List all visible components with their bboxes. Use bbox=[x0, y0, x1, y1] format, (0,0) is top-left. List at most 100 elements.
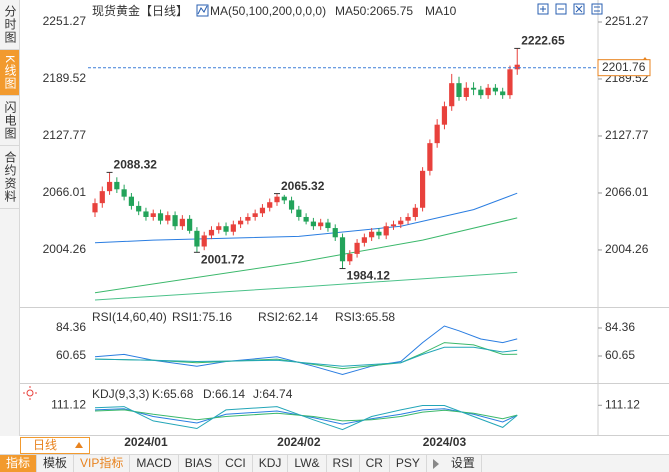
y-tick-label-right: 2004.26 bbox=[605, 242, 649, 256]
candle-body bbox=[361, 237, 367, 243]
candle-body bbox=[201, 235, 207, 247]
y-tick-label: 84.36 bbox=[56, 320, 86, 334]
toolbar-item[interactable]: 设置 bbox=[445, 455, 482, 472]
candle-body bbox=[456, 83, 462, 97]
y-tick-label: 60.65 bbox=[56, 348, 86, 362]
toolbar-item[interactable]: BIAS bbox=[179, 455, 220, 472]
candle-body bbox=[405, 216, 411, 221]
candle-body bbox=[92, 203, 98, 213]
toolbar-item[interactable]: CR bbox=[360, 455, 390, 472]
toolbar-item[interactable]: RSI bbox=[327, 455, 360, 472]
side-tab[interactable]: 合约资料 bbox=[0, 146, 19, 210]
legend-entry: MA10 bbox=[425, 4, 457, 18]
side-tabs: 分时图 K线图 闪电图 合约资料 bbox=[0, 0, 20, 436]
candle-body bbox=[449, 83, 455, 107]
indicator-line bbox=[94, 217, 518, 294]
toolbar-item[interactable]: 指标 bbox=[0, 455, 38, 472]
y-tick-label: 2127.77 bbox=[43, 128, 87, 142]
candle-body bbox=[230, 224, 236, 232]
high-label: 2222.65 bbox=[521, 34, 565, 48]
candle-body bbox=[500, 91, 506, 96]
close-button[interactable] bbox=[573, 3, 585, 15]
toolbar-item[interactable]: PSY bbox=[390, 455, 427, 472]
side-tab[interactable]: 分时图 bbox=[0, 0, 19, 50]
candle-body bbox=[303, 216, 309, 222]
indicator-icon-glyph bbox=[197, 5, 208, 15]
toolbar-item[interactable]: 模板 bbox=[37, 455, 75, 472]
panel-title: KDJ(9,3,3) bbox=[92, 387, 149, 401]
candle-body bbox=[339, 237, 346, 262]
candle-body bbox=[128, 196, 134, 206]
low-label: 2001.72 bbox=[201, 252, 245, 266]
candle-body bbox=[216, 226, 222, 230]
remove-button[interactable] bbox=[555, 3, 567, 15]
candle-body bbox=[390, 224, 397, 227]
period-button[interactable]: 日线 bbox=[20, 437, 90, 454]
candle-body bbox=[238, 220, 244, 225]
candle-body bbox=[121, 189, 127, 197]
indicator-line bbox=[94, 271, 518, 301]
indicator-line bbox=[94, 405, 518, 431]
candle-body bbox=[208, 229, 215, 236]
indicator-label: MA(50,100,200,0,0,0) bbox=[210, 4, 326, 18]
candle-body bbox=[376, 231, 382, 236]
add-button[interactable] bbox=[537, 3, 549, 15]
candle-body bbox=[245, 216, 251, 221]
candle-body bbox=[143, 211, 149, 217]
candle-body bbox=[318, 222, 324, 227]
chart: 现货黄金【日线】 MA(50,100,200,0,0,0) 2004.26 2004.… bbox=[20, 0, 669, 449]
y-tick-label-right: 111.12 bbox=[605, 397, 640, 411]
toolbar-item[interactable]: CCI bbox=[219, 455, 253, 472]
settings-button[interactable] bbox=[591, 3, 603, 15]
indicator-line bbox=[94, 346, 518, 367]
indicator-line bbox=[94, 409, 518, 422]
x-tick-label: 2024/03 bbox=[423, 435, 467, 449]
candle-body bbox=[194, 230, 200, 247]
x-tick-label: 2024/01 bbox=[124, 435, 168, 449]
candle-body bbox=[470, 87, 477, 90]
kdj-icon[interactable] bbox=[23, 386, 37, 400]
legend-entry: RSI3:65.58 bbox=[335, 310, 395, 324]
candle-body bbox=[383, 226, 389, 236]
last-price-box bbox=[597, 59, 651, 77]
candle-body bbox=[310, 221, 316, 227]
indicator-line bbox=[94, 192, 518, 244]
legend-entry: D:66.14 bbox=[203, 387, 245, 401]
legend-entry: RSI1:75.16 bbox=[172, 310, 232, 324]
high-label: 2088.32 bbox=[114, 158, 158, 172]
side-tab[interactable]: 闪电图 bbox=[0, 96, 19, 147]
y-tick-label: 2004.26 bbox=[43, 242, 87, 256]
candle-body bbox=[296, 209, 302, 217]
candle-body bbox=[150, 213, 156, 217]
toolbar-item[interactable]: VIP指标 bbox=[74, 455, 131, 472]
toolbar-item[interactable]: LW& bbox=[288, 455, 327, 472]
candle-body bbox=[288, 200, 295, 210]
y-tick-label: 2189.52 bbox=[43, 71, 87, 85]
candle-body bbox=[281, 196, 287, 201]
side-tab[interactable]: K线图 bbox=[0, 50, 19, 97]
candle-body bbox=[354, 242, 360, 254]
candle-body bbox=[165, 215, 171, 221]
candle-body bbox=[441, 106, 448, 125]
indicator-line bbox=[94, 325, 518, 376]
toolbar: 指标 模板 VIP指标 MACD BIAS CCI KDJ LW& RSI CR PSY 设置 bbox=[0, 454, 669, 472]
scroll-arrow[interactable] bbox=[432, 459, 439, 469]
candle-body bbox=[412, 207, 418, 217]
toolbar-item[interactable]: KDJ bbox=[253, 455, 289, 472]
toolbar-item[interactable]: MACD bbox=[130, 455, 179, 472]
panel-title: RSI(14,60,40) bbox=[92, 310, 167, 324]
legend-entry: J:64.74 bbox=[253, 387, 293, 401]
candle-body bbox=[187, 218, 193, 231]
candle-body bbox=[485, 87, 491, 96]
indicator-icon[interactable] bbox=[196, 4, 209, 17]
y-tick-label: 111.12 bbox=[51, 397, 86, 411]
candle-body bbox=[420, 170, 426, 208]
legend-entry: MA50:2065.75 bbox=[335, 4, 413, 18]
candle-body bbox=[434, 124, 440, 144]
candle-body bbox=[427, 143, 433, 171]
candle-body bbox=[463, 87, 469, 97]
candle-body bbox=[223, 226, 229, 232]
candle-body bbox=[267, 202, 273, 208]
y-tick-label-right: 60.65 bbox=[605, 348, 635, 362]
